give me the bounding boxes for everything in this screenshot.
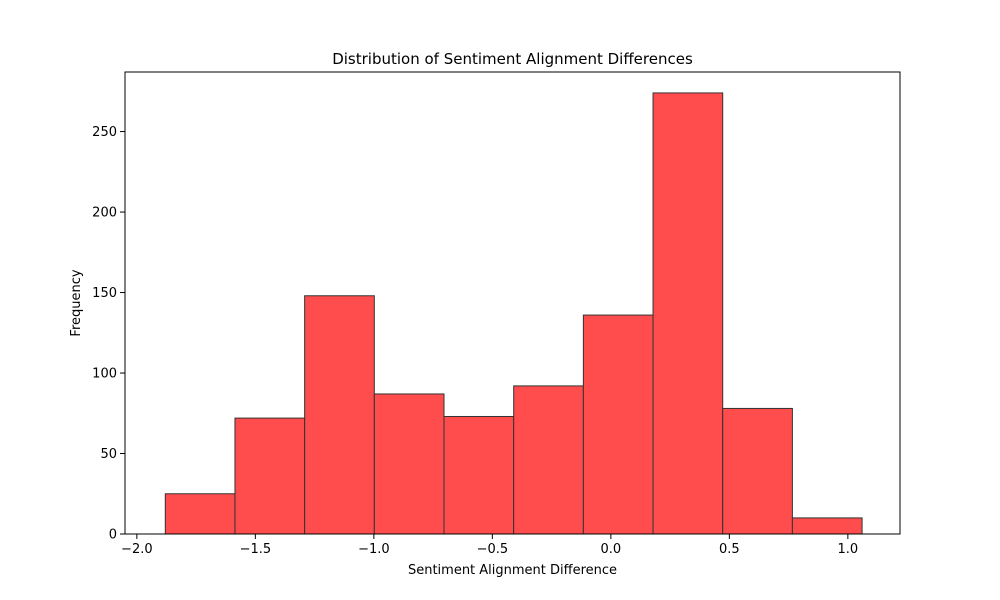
histogram-bar xyxy=(652,92,724,535)
bars-group xyxy=(164,92,863,535)
x-tick-label: 1.0 xyxy=(838,542,859,557)
x-tick-label: 0.0 xyxy=(601,542,622,557)
y-tick-label: 250 xyxy=(92,125,117,140)
x-tick-label: −0.5 xyxy=(477,542,509,557)
y-tick-label: 150 xyxy=(92,286,117,301)
x-axis-label: Sentiment Alignment Difference xyxy=(408,563,617,578)
y-tick-label: 200 xyxy=(92,206,117,221)
histogram-bar xyxy=(304,295,375,535)
x-tick-label: −1.5 xyxy=(240,542,272,557)
y-tick-label: 50 xyxy=(100,447,117,462)
histogram-bar xyxy=(582,314,654,535)
histogram-bar xyxy=(234,417,306,535)
plot-frame xyxy=(124,71,901,535)
histogram-bar xyxy=(443,415,515,535)
y-axis-label: Frequency xyxy=(69,269,84,336)
histogram-bar xyxy=(791,517,863,535)
chart-title: Distribution of Sentiment Alignment Diff… xyxy=(332,50,693,68)
x-axis-ticks: −2.0 −1.5 −1.0 −0.5 0.0 0.5 1.0 xyxy=(121,534,858,557)
histogram-bar xyxy=(164,493,236,535)
x-tick-label: −1.0 xyxy=(358,542,390,557)
x-tick-label: 0.5 xyxy=(719,542,740,557)
y-tick-label: 0 xyxy=(109,528,117,543)
histogram-bar xyxy=(722,407,793,535)
x-tick-label: −2.0 xyxy=(121,542,153,557)
histogram-bar xyxy=(513,385,584,535)
y-tick-label: 100 xyxy=(92,367,117,382)
histogram-bar xyxy=(373,393,445,535)
y-axis-ticks: 0 50 100 150 200 250 xyxy=(92,125,125,543)
